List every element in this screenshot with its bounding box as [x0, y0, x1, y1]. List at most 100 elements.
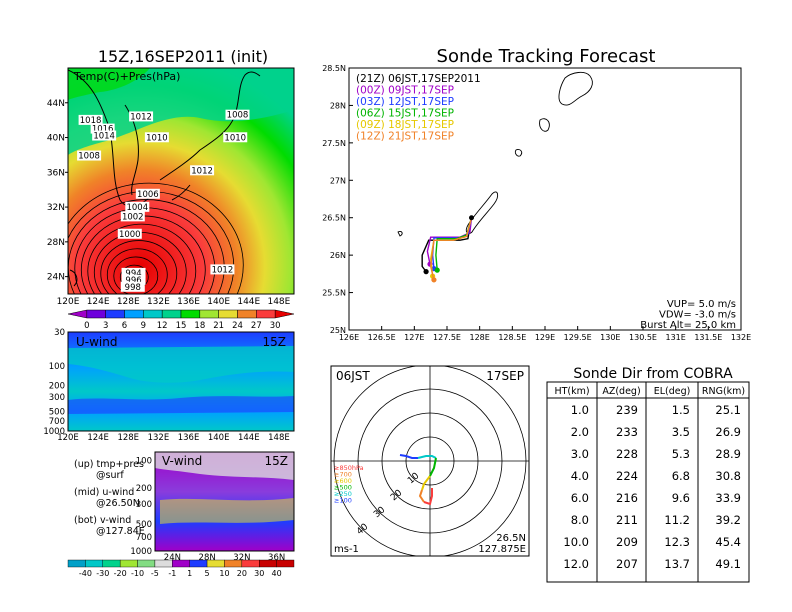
- polar-hodograph-segment: [399, 454, 418, 459]
- cobra-cell: 30.8: [715, 469, 741, 483]
- track-lon-tick: 128E: [470, 333, 490, 342]
- cobra-cell: 6.8: [672, 469, 690, 483]
- polar-legend-entry: ≥100: [334, 497, 352, 505]
- pressure-label-box: [135, 188, 160, 199]
- map-lon-tick: 140E: [207, 297, 230, 307]
- temp-colorbar-label: 15: [176, 321, 187, 331]
- temp-colorbar-swatch: [199, 309, 219, 319]
- uwind-x-tick: 132E: [148, 433, 170, 443]
- cobra-cell: 26.9: [715, 425, 741, 439]
- uwind-low-band: [68, 396, 294, 414]
- track-lon-tick: 126E: [339, 333, 359, 342]
- pressure-label: 1002: [122, 212, 144, 222]
- uwind-x-tick: 120E: [57, 433, 79, 443]
- temp-map-label: Temp(C)+Pres(hPa): [73, 70, 180, 83]
- polar-hodograph-segment: [429, 457, 437, 477]
- uwind-x-tick: 136E: [178, 433, 200, 443]
- map-lat-tick: 40N: [47, 134, 65, 144]
- pressure-label-box: [121, 267, 146, 278]
- polar-legend-entry: ≥250: [334, 490, 352, 498]
- note-line2: @26.50N: [96, 498, 140, 509]
- temp-colorbar-swatch: [256, 309, 276, 319]
- wind-colorbar-swatch: [241, 559, 260, 568]
- left-title: 15Z,16SEP2011 (init): [98, 47, 268, 66]
- track-legend-entry: (06Z) 15JST,17SEP: [356, 108, 454, 120]
- track-series: [421, 215, 474, 283]
- cobra-header: RNG(km): [702, 386, 745, 397]
- temp-colorbar-label: 21: [213, 321, 224, 331]
- pressure-label: 1012: [212, 265, 234, 275]
- track-param: VDW= -3.0 m/s: [659, 310, 736, 321]
- wind-colorbar-label: -20: [114, 569, 127, 578]
- wind-colorbar-label: -5: [151, 569, 159, 578]
- island-1: [558, 71, 593, 106]
- temp-colorbar: 0 3 6 9 12 15 18 21 24 27 30: [67, 309, 295, 331]
- uwind-x-tick: 128E: [117, 433, 139, 443]
- wind-colorbar-swatch: [102, 559, 121, 568]
- uwind-y-tick: 30: [54, 328, 65, 338]
- temp-colorbar-label: 9: [141, 321, 146, 331]
- cobra-header: AZ(deg): [602, 386, 640, 397]
- pressure-label-box: [92, 130, 117, 141]
- note-line2: @127.84E: [96, 526, 145, 537]
- cobra-table: HT(km) AZ(deg) EL(deg) RNG(km) 1.0 239 1.5 25.1…: [546, 381, 750, 583]
- cobra-cell: 207: [616, 557, 638, 571]
- track-lat-tick: 26.5N: [322, 214, 346, 223]
- vwind-band: [155, 452, 294, 480]
- uwind-label: U-wind: [76, 335, 117, 349]
- uwind-y-tick: 100: [49, 362, 65, 372]
- cobra-cell: 25.1: [715, 403, 741, 417]
- wind-colorbar-swatch: [85, 559, 103, 568]
- temp-colorbar-label: 3: [103, 321, 108, 331]
- cobra-cell: 10.0: [563, 535, 589, 549]
- vwind-time: 15Z: [265, 454, 289, 468]
- vwind-axes: 100 200 300 500 700 1000 24N 28N 32N 36N: [130, 457, 285, 563]
- temp-colorbar-swatch: [237, 309, 257, 319]
- temp-colorbar-swatch: [161, 309, 182, 319]
- pressure-label-box: [77, 150, 102, 161]
- vwind-x-tick: 36N: [268, 553, 285, 563]
- uwind-y-tick: 500: [49, 407, 65, 417]
- track-legend-entry: (21Z) 06JST,17SEP2011: [356, 73, 481, 85]
- wind-colorbar-label: -10: [131, 569, 144, 578]
- vwind-x-tick: 32N: [233, 553, 250, 563]
- track-lon-tick: 130E: [600, 333, 620, 342]
- temp-colorbar-label: 24: [232, 321, 243, 331]
- pressure-label: 994: [125, 269, 141, 279]
- map-lon-tick: 128E: [117, 297, 140, 307]
- polar-time: 06JST: [336, 369, 370, 383]
- map-lon-tick: 136E: [177, 297, 200, 307]
- uwind-y-tick: 200: [49, 382, 65, 392]
- vwind-x-tick: 24N: [164, 553, 181, 563]
- map-lon-tick: 132E: [147, 297, 170, 307]
- pressure-label-box: [125, 201, 150, 212]
- track-param: VUP= 5.0 m/s: [667, 299, 736, 310]
- pressure-label: 1004: [126, 203, 148, 213]
- vwind-y-tick: 1000: [130, 547, 152, 557]
- wind-colorbar-label: -30: [96, 569, 109, 578]
- pressure-label: 996: [125, 276, 141, 286]
- track-legend: (21Z) 06JST,17SEP2011(00Z) 09JST,17SEP(0…: [356, 73, 481, 143]
- polar-legend-entry: ≥500: [334, 484, 352, 492]
- wind-colorbar-swatch: [224, 559, 243, 568]
- temp-colorbar-label: 27: [251, 321, 262, 331]
- pressure-label-box: [90, 123, 115, 134]
- polar-lat: 26.5N: [496, 533, 526, 544]
- temp-colorbar-label: 18: [194, 321, 205, 331]
- wind-colorbar-label: 20: [237, 569, 247, 578]
- pressure-label: 1012: [130, 112, 152, 122]
- track-lat-tick: 25N: [330, 326, 346, 335]
- vwind-y-tick: 500: [136, 520, 152, 530]
- uwind-y-tick: 300: [49, 393, 65, 403]
- uwind-y-tick: 700: [49, 417, 65, 427]
- cobra-cell: 2.0: [571, 425, 589, 439]
- pressure-contour: [113, 256, 159, 294]
- track-line: [421, 217, 473, 273]
- track-lon-tick: 130.5E: [629, 333, 657, 342]
- track-lon-tick: 128.5E: [498, 333, 526, 342]
- vwind-y-tick: 300: [136, 500, 152, 510]
- cobra-cell: 8.0: [571, 513, 589, 527]
- cobra-cell: 1.0: [571, 403, 589, 417]
